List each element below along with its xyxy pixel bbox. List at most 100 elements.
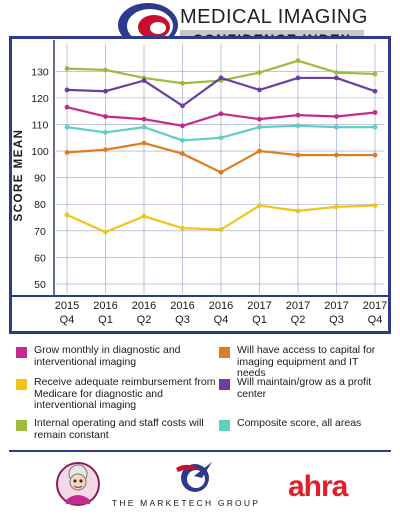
data-point: [295, 152, 301, 158]
data-point: [372, 110, 378, 115]
data-point: [372, 88, 378, 94]
data-point: [64, 124, 70, 130]
x-tick-label-year: 2017: [324, 300, 348, 312]
legend-swatch: [219, 420, 230, 431]
x-tick-label-quarter: Q4: [214, 314, 229, 326]
x-tick-label-quarter: Q4: [60, 314, 75, 326]
y-tick-label: 120: [31, 93, 49, 105]
data-point: [64, 104, 70, 110]
y-tick-label: 70: [34, 226, 46, 238]
data-point: [295, 58, 301, 64]
x-tick-label-quarter: Q3: [175, 314, 190, 326]
x-tick-label-year: 2017: [363, 300, 387, 312]
data-point: [103, 147, 108, 153]
footer: THE MARKETECH GROUP ahra: [0, 456, 400, 516]
data-point: [64, 212, 70, 218]
data-point: [180, 103, 185, 109]
x-tick-label-year: 2016: [209, 300, 233, 312]
legend-item-operating-costs: Internal operating and staff costs will …: [16, 417, 216, 441]
x-tick-label-year: 2016: [170, 300, 194, 312]
x-tick-label-year: 2017: [247, 300, 271, 312]
data-point: [218, 227, 224, 232]
y-tick-label: 60: [34, 252, 46, 264]
data-point: [257, 116, 262, 122]
data-point: [180, 123, 185, 129]
y-tick-label: 110: [32, 119, 49, 131]
legend-swatch: [16, 379, 27, 390]
data-point: [218, 169, 224, 175]
chart-frame: [9, 36, 391, 334]
data-point: [141, 78, 147, 83]
line-chart: 50 60 70 80 90 100 110 120 130 SCORE MEAN 2015 Q4 20…: [12, 40, 388, 326]
data-point: [103, 130, 108, 135]
legend-label: Internal operating and staff costs will …: [34, 417, 204, 441]
data-point: [295, 112, 301, 118]
legend-label: Receive adequate reimbursement from Medi…: [34, 376, 216, 411]
ahra-wordmark: ahra: [288, 470, 348, 503]
footer-divider: [9, 450, 391, 452]
x-tick-label-year: 2016: [132, 300, 156, 312]
data-point: [141, 116, 147, 122]
x-tick-label-quarter: Q1: [252, 314, 267, 326]
data-point: [141, 140, 147, 146]
data-point: [257, 148, 262, 154]
data-point: [180, 225, 185, 231]
data-point: [334, 204, 339, 210]
data-point: [372, 203, 378, 208]
x-tick-label-quarter: Q3: [329, 314, 344, 326]
data-point: [372, 152, 378, 158]
legend-swatch: [219, 347, 230, 358]
legend-swatch: [16, 420, 27, 431]
data-point: [257, 124, 262, 130]
legend-item-reimbursement: Receive adequate reimbursement from Medi…: [16, 376, 216, 412]
data-point: [295, 208, 301, 214]
y-tick-label: 80: [34, 199, 46, 211]
data-point: [372, 124, 378, 130]
x-tick-label-quarter: Q2: [291, 314, 306, 326]
marketech-logo-icon: [176, 462, 212, 492]
legend-label: Composite score, all areas: [237, 417, 362, 429]
y-tick-label: 130: [31, 66, 49, 78]
data-point: [64, 87, 70, 93]
data-point: [218, 111, 224, 117]
legend-item-composite: Composite score, all areas: [219, 417, 389, 431]
data-point: [295, 123, 301, 129]
legend-label: Will maintain/grow as a profit center: [237, 376, 372, 400]
y-tick-label: 50: [34, 279, 46, 291]
data-point: [218, 75, 224, 81]
x-tick-label-quarter: Q4: [368, 314, 383, 326]
data-point: [141, 213, 147, 219]
data-point: [257, 203, 262, 208]
data-point: [295, 75, 301, 81]
data-point: [257, 70, 262, 76]
x-tick-label-quarter: Q1: [98, 314, 113, 326]
data-point: [103, 229, 108, 235]
y-tick-label: 90: [34, 173, 46, 185]
x-tick-label-quarter: Q2: [137, 314, 152, 326]
data-point: [180, 138, 185, 143]
data-point: [180, 80, 185, 86]
legend-item-access-capital: Will have access to capital for imaging …: [219, 344, 389, 380]
x-tick-label-year: 2016: [93, 300, 117, 312]
legend-label: Will have access to capital for imaging …: [237, 344, 376, 379]
data-point: [334, 152, 339, 158]
marketech-wordmark: THE MARKETECH GROUP: [112, 498, 261, 508]
data-point: [103, 88, 108, 94]
data-point: [334, 114, 339, 119]
data-point: [257, 87, 262, 93]
legend-swatch: [219, 379, 230, 390]
legend-swatch: [16, 347, 27, 358]
legend: Grow monthly in diagnostic and intervent…: [0, 338, 400, 448]
y-tick-label: 100: [31, 146, 49, 158]
data-point: [64, 66, 70, 72]
data-point: [334, 124, 339, 130]
legend-item-grow-monthly: Grow monthly in diagnostic and intervent…: [16, 344, 206, 368]
data-point: [334, 70, 339, 76]
legend-label: Grow monthly in diagnostic and intervent…: [34, 344, 181, 368]
data-point: [180, 151, 185, 157]
x-tick-label-year: 2017: [286, 300, 310, 312]
data-point: [64, 149, 70, 155]
y-axis-title: SCORE MEAN: [13, 129, 25, 222]
nurse-mascot-icon: [56, 462, 100, 506]
data-point: [218, 135, 224, 141]
